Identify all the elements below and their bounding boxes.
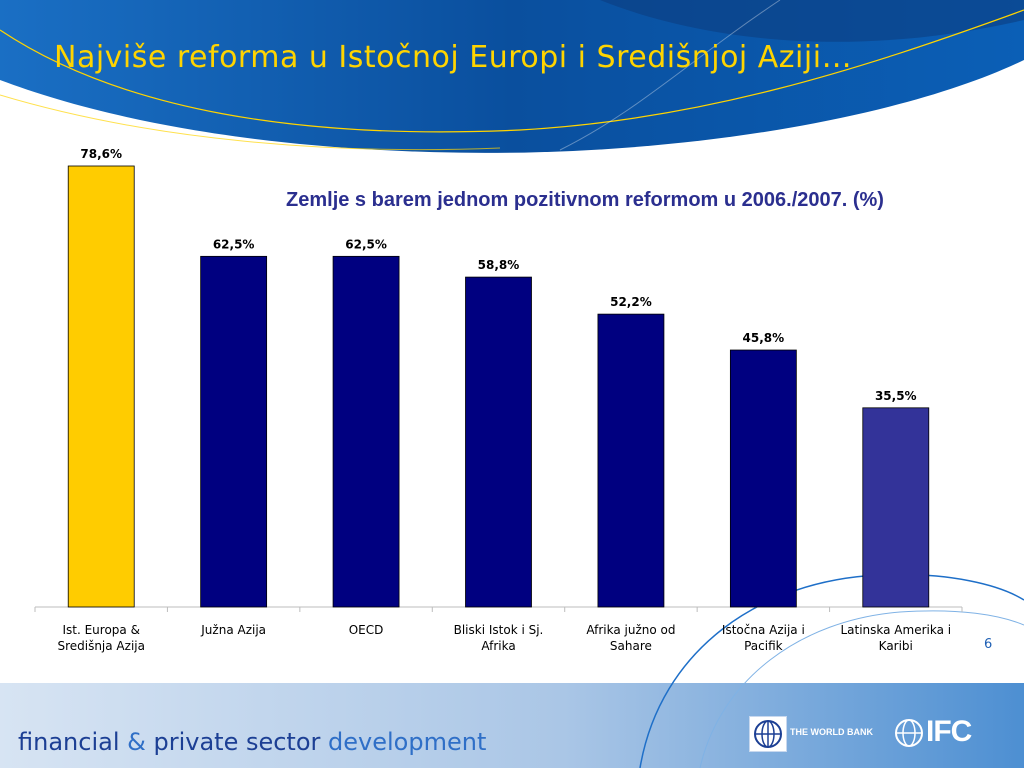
footer-financial: financial	[18, 728, 120, 756]
category-label: Afrika	[481, 639, 515, 653]
footer-private-sector: private sector	[153, 728, 321, 756]
category-label: Latinska Amerika i	[840, 623, 951, 637]
category-label: Južna Azija	[200, 623, 266, 637]
category-label: Središnja Azija	[57, 639, 145, 653]
world-bank-logo-icon	[749, 716, 787, 752]
footer-development: development	[328, 728, 487, 756]
bar-value-label: 62,5%	[213, 237, 255, 251]
bar-value-label: 35,5%	[875, 389, 917, 403]
bar-3	[465, 276, 532, 608]
world-bank-label: THE WORLD BANK	[790, 727, 873, 737]
ifc-globe-icon	[894, 718, 924, 748]
chart-title: Zemlje s barem jednom pozitivnom reformo…	[286, 189, 884, 211]
bar-value-label: 62,5%	[345, 237, 387, 251]
bar-2	[332, 255, 400, 608]
page-number: 6	[984, 637, 993, 652]
bar-value-label: 78,6%	[80, 147, 122, 161]
bar-value-label: 52,2%	[610, 295, 652, 309]
category-label: Bliski Istok i Sj.	[454, 623, 544, 637]
bar-value-label: 45,8%	[743, 331, 785, 345]
category-label: Afrika južno od	[586, 623, 675, 637]
slide-title: Najviše reforma u Istočnoj Europi i Sred…	[54, 40, 853, 75]
bar-1	[200, 255, 268, 608]
bar-0	[67, 165, 135, 608]
footer-ampersand: &	[127, 728, 146, 756]
category-label: Sahare	[610, 639, 652, 653]
category-label: Karibi	[879, 639, 913, 653]
footer-branding: financial & private sector development	[18, 728, 486, 756]
bar-5	[729, 349, 797, 608]
category-label: OECD	[349, 623, 384, 637]
category-label: Ist. Europa &	[62, 623, 139, 637]
bar-4	[597, 313, 665, 608]
category-label: Istočna Azija i	[722, 623, 805, 637]
category-label: Pacifik	[744, 639, 783, 653]
bar-value-label: 58,8%	[478, 258, 520, 272]
ifc-label: IFC	[926, 715, 972, 748]
bar-6	[862, 407, 930, 608]
